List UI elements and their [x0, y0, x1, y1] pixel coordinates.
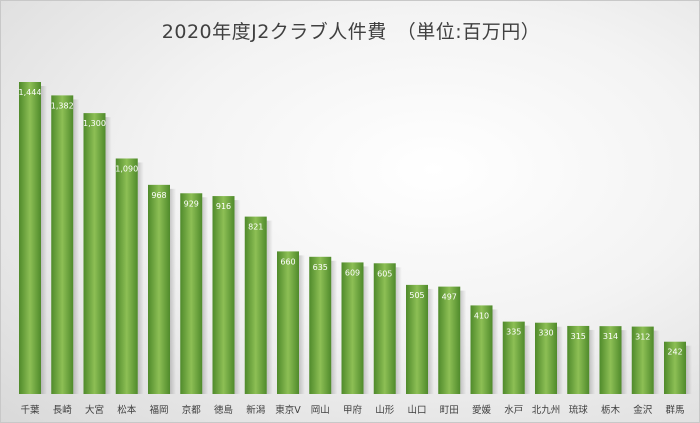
- data-label: 1,444: [19, 88, 42, 97]
- x-tick-label: 大宮: [85, 404, 104, 416]
- bar-北九州: [535, 322, 557, 394]
- data-label: 335: [506, 328, 521, 337]
- data-label: 635: [313, 263, 328, 272]
- bar-水戸: [502, 321, 525, 394]
- bar-shadow: [137, 162, 144, 394]
- bar-岡山: [309, 256, 332, 394]
- x-tick-label: 徳島: [214, 404, 233, 416]
- data-label: 968: [151, 191, 166, 200]
- bar-長崎: [51, 95, 74, 394]
- bar-山口: [406, 284, 428, 394]
- data-label: 660: [280, 257, 295, 266]
- data-label: 1,300: [83, 119, 106, 128]
- x-tick-label: 長崎: [53, 404, 73, 416]
- bar-松本: [115, 158, 138, 394]
- bar-shadow: [299, 255, 305, 394]
- x-tick-label: 岡山: [311, 405, 330, 416]
- bar-shadow: [266, 220, 273, 394]
- data-label: 1,090: [115, 164, 138, 173]
- bar-群馬: [664, 341, 686, 394]
- bar-甲府: [341, 262, 364, 394]
- bar-shadow: [73, 99, 80, 394]
- bar-shadow: [524, 325, 531, 394]
- bar-shadow: [428, 288, 434, 394]
- bar-shadow: [621, 330, 628, 394]
- bar-shadow: [105, 117, 112, 394]
- bar-shadow: [363, 266, 370, 394]
- bar-千葉: [19, 82, 41, 394]
- x-tick-label: 町田: [440, 405, 459, 416]
- chart-title: 2020年度J2クラブ人件費 （単位:百万円）: [161, 21, 541, 43]
- data-label: 605: [377, 269, 392, 278]
- bar-金沢: [631, 326, 654, 394]
- data-label: 1,382: [51, 101, 74, 110]
- bar-shadow: [460, 290, 467, 394]
- bar-shadow: [686, 345, 692, 394]
- x-tick-label: 京都: [182, 404, 202, 416]
- data-label: 821: [248, 223, 263, 232]
- bar-shadow: [331, 260, 338, 394]
- bar-新潟: [244, 216, 267, 394]
- bar-shadow: [589, 329, 596, 394]
- data-label: 314: [603, 332, 618, 341]
- bar-愛媛: [470, 305, 493, 394]
- data-label: 315: [571, 332, 586, 341]
- x-tick-label: 東京V: [275, 404, 301, 416]
- data-label: 929: [184, 199, 199, 208]
- data-label: 497: [442, 293, 457, 302]
- bar-琉球: [567, 325, 590, 394]
- bar-大宮: [83, 113, 106, 394]
- data-label: 609: [345, 268, 360, 277]
- x-tick-label: 栃木: [601, 404, 621, 416]
- bar-shadow: [41, 86, 47, 394]
- x-tick-label: 琉球: [569, 404, 589, 416]
- x-tick-label: 福岡: [149, 404, 168, 416]
- x-tick-label: 甲府: [343, 404, 363, 416]
- bar-shadow: [492, 309, 499, 394]
- bar-shadow: [234, 200, 241, 394]
- bar-shadow: [202, 197, 209, 394]
- bar-shadow: [557, 326, 563, 394]
- bar-栃木: [599, 326, 622, 394]
- bar-shadow: [395, 267, 402, 394]
- bar-福岡: [148, 184, 170, 394]
- x-tick-label: 北九州: [532, 404, 561, 416]
- bar-京都: [180, 193, 203, 394]
- x-tick-label: 愛媛: [472, 404, 492, 416]
- x-tick-label: 水戸: [504, 404, 523, 416]
- bar-shadow: [653, 330, 660, 394]
- x-tick-label: 山形: [375, 404, 395, 416]
- bar-東京V: [277, 251, 299, 394]
- data-label: 410: [474, 311, 489, 320]
- x-tick-label: 群馬: [665, 404, 684, 416]
- bar-町田: [438, 286, 461, 394]
- bar-山形: [373, 263, 396, 394]
- data-label: 312: [635, 333, 650, 342]
- bar-徳島: [212, 196, 235, 394]
- data-label: 242: [667, 348, 682, 357]
- x-tick-label: 山口: [407, 405, 426, 416]
- x-tick-label: 千葉: [20, 404, 40, 416]
- x-tick-label: 新潟: [246, 404, 265, 416]
- x-tick-label: 松本: [117, 404, 137, 416]
- data-label: 330: [538, 329, 553, 338]
- data-label: 916: [216, 202, 231, 211]
- data-label: 505: [409, 291, 424, 300]
- x-tick-label: 金沢: [633, 404, 653, 416]
- bar-shadow: [170, 188, 176, 394]
